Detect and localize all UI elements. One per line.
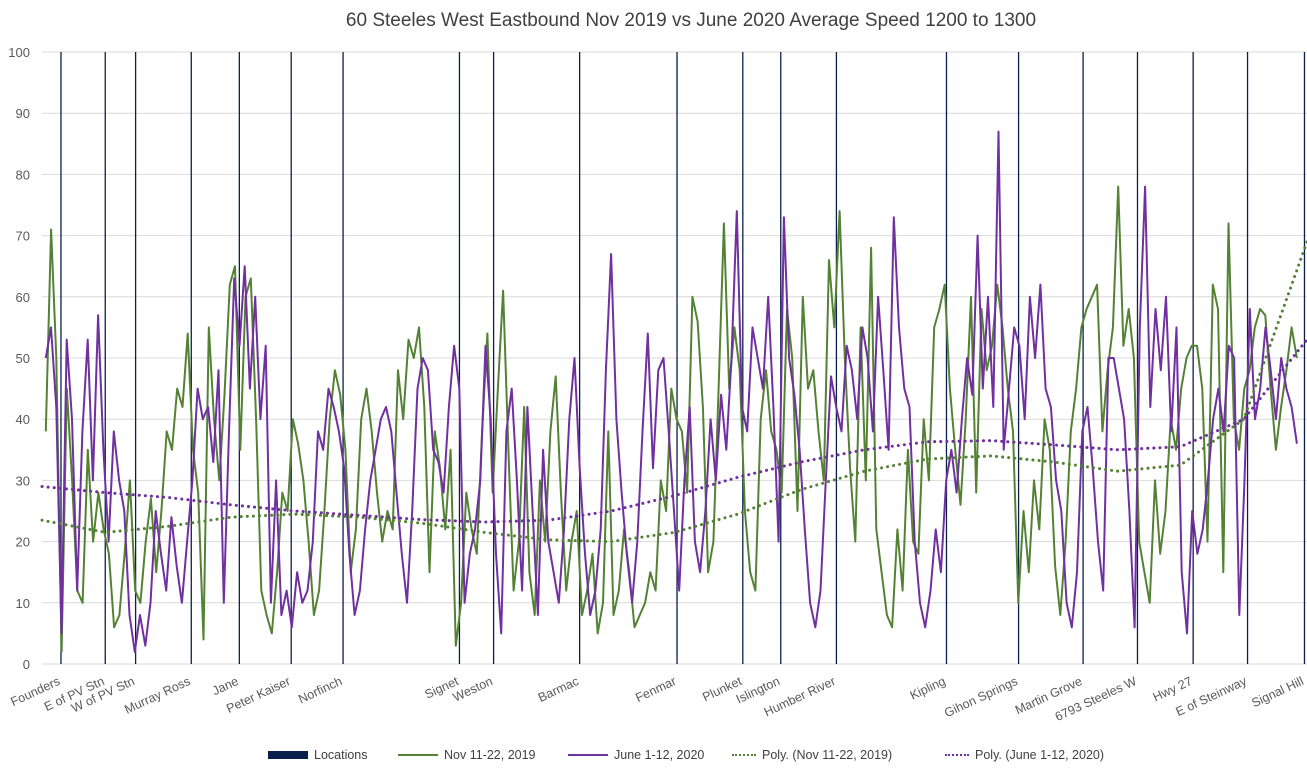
legend-swatch-poly-june <box>945 754 969 756</box>
y-tick-label: 80 <box>16 167 30 182</box>
x-tick-label: Norfinch <box>296 674 344 706</box>
y-tick-label: 70 <box>16 229 30 244</box>
y-tick-label: 40 <box>16 412 30 427</box>
x-tick-label: Weston <box>451 674 495 705</box>
legend-swatch-poly-nov <box>732 754 756 756</box>
legend-item-locations: Locations <box>268 748 368 762</box>
x-tick-label: Fenmar <box>633 674 678 705</box>
y-tick-label: 0 <box>23 657 30 672</box>
legend-label: Locations <box>314 748 368 762</box>
y-axis-ticks: 0 10 20 30 40 50 60 70 80 90 100 <box>8 45 30 672</box>
series-line-june-2020 <box>44 130 1298 653</box>
x-tick-label: Barmac <box>536 674 581 705</box>
y-tick-label: 10 <box>16 596 30 611</box>
y-tick-label: 30 <box>16 473 30 488</box>
x-tick-label: Kipling <box>908 674 948 703</box>
x-tick-label: Signal Hill <box>1249 674 1305 710</box>
legend-label: Poly. (Nov 11-22, 2019) <box>762 748 893 762</box>
legend-item-poly-nov: Poly. (Nov 11-22, 2019) <box>732 748 892 762</box>
legend-item-june: June 1-12, 2020 <box>568 748 704 762</box>
y-tick-label: 20 <box>16 535 30 550</box>
y-tick-label: 60 <box>16 290 30 305</box>
chart-title: 60 Steeles West Eastbound Nov 2019 vs Ju… <box>346 10 1036 31</box>
y-tick-label: 100 <box>8 45 30 60</box>
y-tick-label: 90 <box>16 106 30 121</box>
series-group <box>40 130 1307 653</box>
legend-item-nov: Nov 11-22, 2019 <box>398 748 536 762</box>
y-tick-label: 50 <box>16 351 30 366</box>
legend-swatch-locations <box>268 751 308 759</box>
series-line-nov-2019 <box>44 185 1298 653</box>
legend-label: June 1-12, 2020 <box>614 748 705 762</box>
legend-label: Nov 11-22, 2019 <box>444 748 536 762</box>
legend: Locations Nov 11-22, 2019 June 1-12, 202… <box>0 748 1307 768</box>
x-tick-label: Jane <box>210 674 241 698</box>
legend-swatch-june <box>568 754 608 756</box>
legend-label: Poly. (June 1-12, 2020) <box>975 748 1105 762</box>
legend-item-poly-june: Poly. (June 1-12, 2020) <box>945 748 1104 762</box>
series-line-trend-nov-2019 <box>40 240 1307 544</box>
x-tick-label: Gihon Springs <box>942 674 1020 720</box>
legend-swatch-nov <box>398 754 438 756</box>
